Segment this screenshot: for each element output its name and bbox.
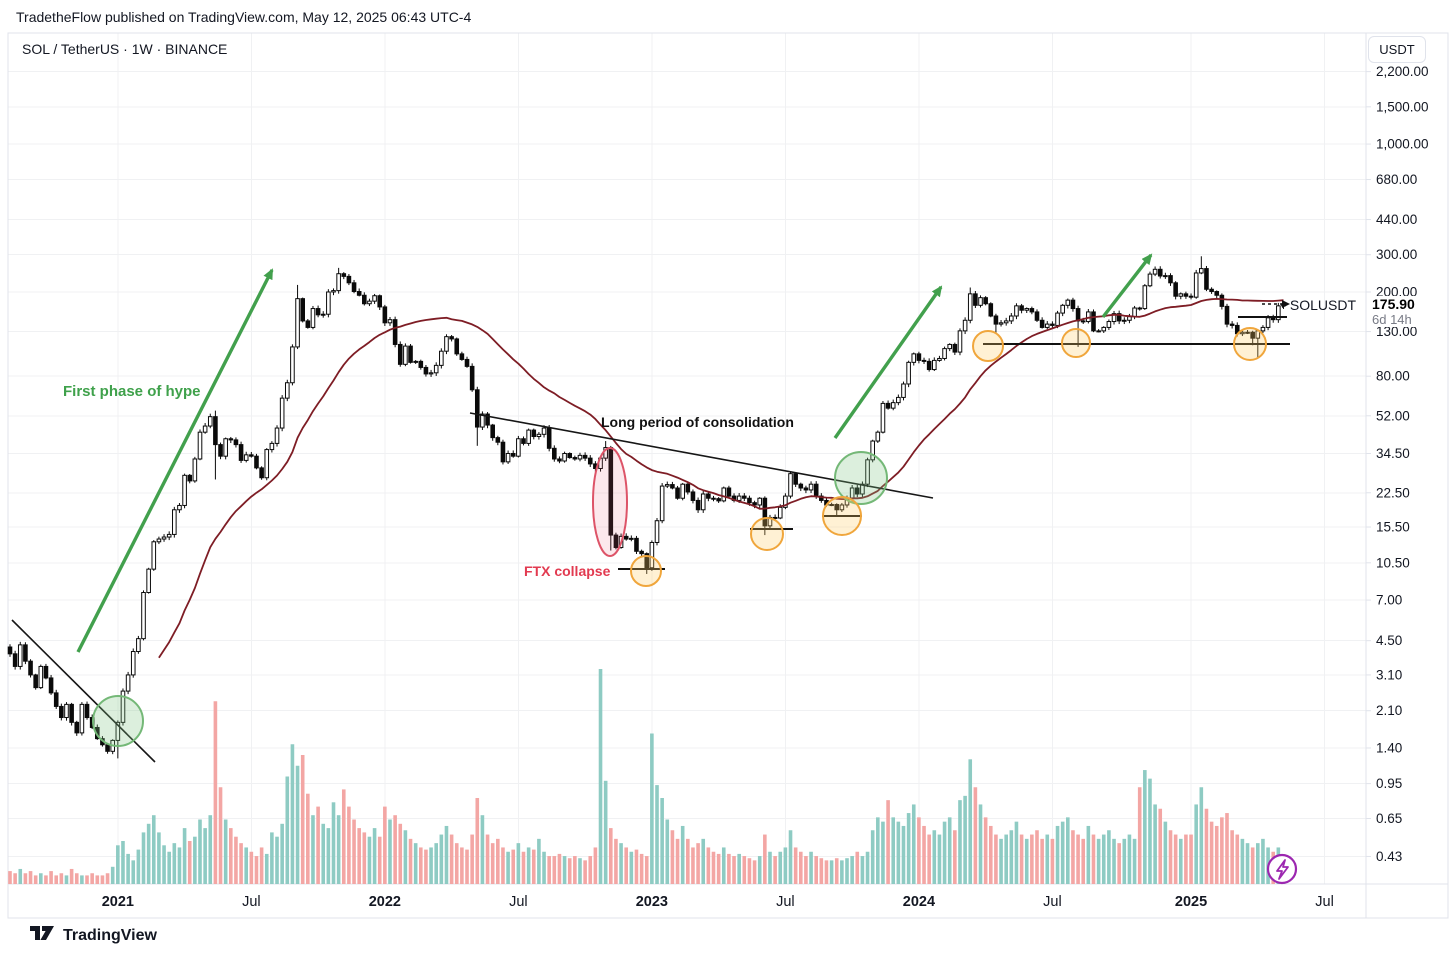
- lightning-badge[interactable]: [1266, 853, 1298, 885]
- chart-frame: [7, 32, 1449, 919]
- ma-line: [158, 298, 1284, 659]
- svg-text:200.00: 200.00: [1376, 284, 1417, 299]
- green-highlight-circle: [92, 695, 144, 747]
- svg-text:2025: 2025: [1175, 894, 1207, 910]
- svg-text:0.43: 0.43: [1376, 849, 1402, 864]
- svg-text:0.65: 0.65: [1376, 811, 1402, 826]
- svg-text:440.00: 440.00: [1376, 212, 1417, 227]
- svg-text:300.00: 300.00: [1376, 247, 1417, 262]
- symbol-title: SOL / TetherUS · 1W · BINANCE: [22, 41, 228, 57]
- yellow-highlight-circle: [972, 330, 1004, 362]
- svg-text:1.40: 1.40: [1376, 740, 1402, 755]
- green-trend-arrow: [833, 285, 943, 439]
- svg-text:10.50: 10.50: [1376, 555, 1410, 570]
- bar-countdown: 6d 14h: [1372, 312, 1416, 327]
- volume-bars: [8, 669, 1286, 884]
- svg-text:2021: 2021: [102, 894, 134, 910]
- tradingview-logo-icon: [30, 926, 55, 946]
- svg-text:Jul: Jul: [242, 894, 261, 910]
- svg-text:Jul: Jul: [1315, 894, 1334, 910]
- svg-text:Jul: Jul: [776, 894, 795, 910]
- annotation-ftx-collapse: FTX collapse: [524, 563, 611, 579]
- svg-text:4.50: 4.50: [1376, 633, 1402, 648]
- svg-text:0.95: 0.95: [1376, 776, 1402, 791]
- yellow-highlight-circle: [1061, 328, 1091, 358]
- green-trend-arrow: [1101, 253, 1153, 319]
- svg-text:130.00: 130.00: [1376, 324, 1417, 339]
- candles: [7, 256, 1286, 759]
- svg-text:52.00: 52.00: [1376, 408, 1410, 423]
- svg-text:2022: 2022: [369, 894, 401, 910]
- yellow-highlight-circle: [630, 555, 662, 587]
- yellow-highlight-circle: [750, 517, 784, 551]
- svg-text:15.50: 15.50: [1376, 520, 1410, 535]
- svg-text:Jul: Jul: [509, 894, 528, 910]
- svg-text:7.00: 7.00: [1376, 593, 1402, 608]
- svg-text:2023: 2023: [636, 894, 668, 910]
- tradingview-brand-text: TradingView: [63, 927, 157, 944]
- yellow-highlight-circle: [1233, 327, 1267, 361]
- svg-text:2,200.00: 2,200.00: [1376, 64, 1429, 79]
- green-highlight-circle: [834, 451, 888, 505]
- svg-text:Jul: Jul: [1043, 894, 1062, 910]
- yellow-highlight-circle: [822, 496, 862, 536]
- price-axis-labels: 2,200.00 1,500.00 1,000.00 680.00 440.00 300.…: [1366, 64, 1429, 864]
- last-price-symbol-label: SOLUSDT: [1289, 297, 1356, 313]
- svg-text:80.00: 80.00: [1376, 369, 1410, 384]
- annotation-first-phase-of-hype: First phase of hype: [63, 383, 201, 400]
- currency-toggle-button[interactable]: USDT: [1368, 36, 1426, 63]
- svg-text:2024: 2024: [903, 894, 935, 910]
- published-bar: TradetheFlow published on TradingView.co…: [16, 9, 472, 25]
- annotation-long-consolidation: Long period of consolidation: [601, 414, 794, 430]
- svg-text:3.10: 3.10: [1376, 667, 1402, 682]
- svg-text:2.10: 2.10: [1376, 703, 1402, 718]
- drawing-annotations: [11, 253, 1290, 763]
- svg-text:22.50: 22.50: [1376, 485, 1410, 500]
- green-trend-arrow: [76, 268, 274, 653]
- time-axis-labels: 2021 Jul 2022 Jul 2023 Jul 2024 Jul 2025 Jul: [102, 894, 1334, 910]
- svg-text:1,000.00: 1,000.00: [1376, 137, 1429, 152]
- tradingview-attribution-link[interactable]: TradingView: [30, 926, 157, 946]
- svg-text:680.00: 680.00: [1376, 172, 1417, 187]
- ftx-collapse-ellipse: [592, 447, 628, 557]
- svg-text:34.50: 34.50: [1376, 446, 1410, 461]
- gridlines: [8, 33, 1366, 884]
- last-price-value: 175.90: [1372, 296, 1419, 312]
- svg-text:1,500.00: 1,500.00: [1376, 99, 1429, 114]
